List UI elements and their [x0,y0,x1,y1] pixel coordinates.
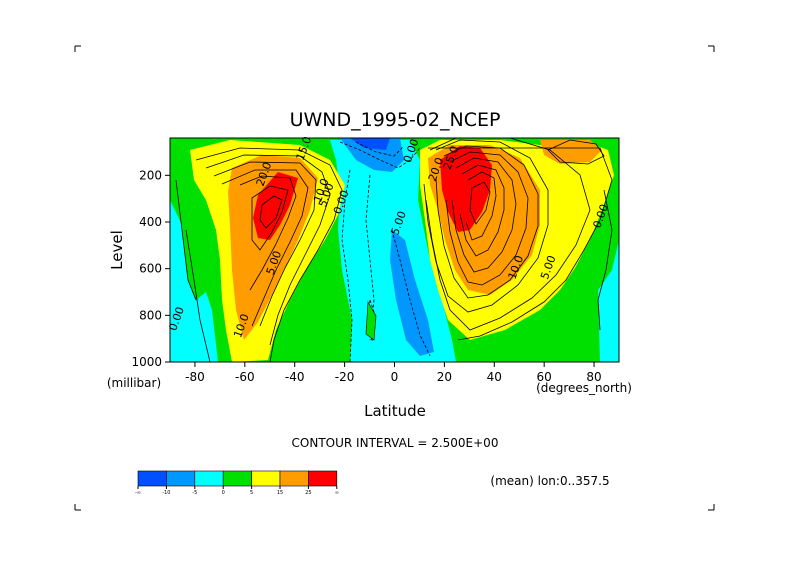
x-tick-label: 60 [537,370,552,384]
field-cyan-arctic [598,240,619,362]
corner-marks [74,45,715,511]
colorbar-swatch [279,470,309,487]
colorbar-label: 15 [277,490,283,496]
field-green-island [365,300,377,341]
colorbar-label: -10 [162,490,170,496]
colorbar-swatch [194,470,224,487]
field-blue-stratosphere [350,138,390,150]
footnote-text: (mean) lon:0..357.5 [490,474,609,488]
x-tick-label: 0 [391,370,399,384]
contour-interval-text: CONTOUR INTERVAL = 2.500E+00 [292,436,499,450]
y-tick-label: 1000 [131,355,162,369]
x-units-label: (degrees_north) [536,381,632,395]
x-tick-label: 20 [437,370,452,384]
colorbar-label: 5 [250,490,253,496]
colorbar-label: -5 [192,490,197,496]
x-tick-label: 40 [487,370,502,384]
x-tick-label: -60 [235,370,255,384]
field-blue-tropics [390,230,434,356]
colorbar-label: 0 [222,490,225,496]
x-tick-label: 80 [586,370,601,384]
colorbar-label: ∞ [335,490,339,496]
x-axis-title: Latitude [364,402,426,420]
colorbar-swatch [166,470,196,487]
colorbar-swatch [222,470,252,487]
plot-field [170,138,619,362]
y-tick-label: 800 [139,308,162,322]
chart-title: UWND_1995-02_NCEP [290,109,501,131]
colorbar-label: -∞ [135,490,141,496]
y-tick-label: 200 [139,168,162,182]
colorbar-label: 25 [305,490,311,496]
y-tick-label: 400 [139,215,162,229]
x-axis: -80 -60 -40 -20 0 20 40 60 80 [185,362,602,384]
field-red-southern-core [253,172,298,240]
colorbar: -∞ -10 -5 0 5 15 25 ∞ [135,470,339,496]
colorbar-swatch [308,470,338,487]
contour-lines [175,138,613,362]
y-axis-title: Level [108,230,126,270]
y-axis: 200 400 600 800 1000 [131,168,170,369]
y-units-label: (millibar) [107,376,161,390]
x-tick-label: -20 [335,370,355,384]
colorbar-swatch [137,470,167,487]
contour-labels: 20.015.010.05.000.005.0010.00.000.005.00… [166,135,611,340]
y-tick-label: 600 [139,262,162,276]
x-tick-label: -40 [285,370,305,384]
x-tick-label: -80 [185,370,205,384]
field-cyan-southern-surface [170,200,218,362]
colorbar-swatch [251,470,281,487]
field-orange-southern-jet [228,155,318,340]
